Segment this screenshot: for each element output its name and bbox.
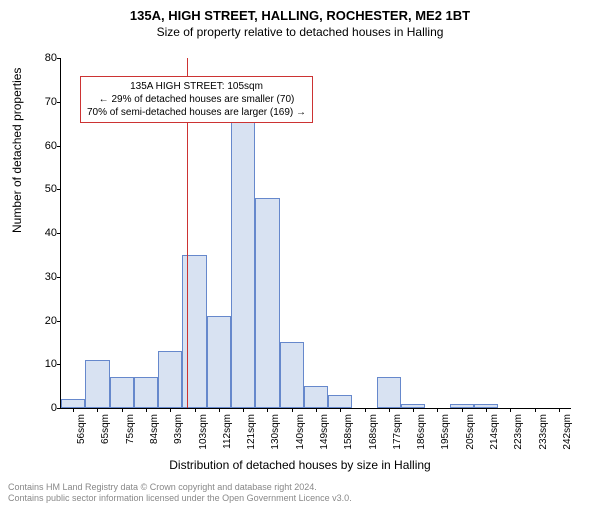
x-tick-label: 195sqm	[440, 414, 451, 450]
x-tick-label: 177sqm	[392, 414, 403, 450]
y-tick-mark	[57, 408, 61, 409]
x-axis-label: Distribution of detached houses by size …	[0, 458, 600, 472]
x-tick-label: 223sqm	[513, 414, 524, 450]
x-tick-mark	[365, 408, 366, 412]
x-tick-mark	[219, 408, 220, 412]
x-tick-mark	[292, 408, 293, 412]
y-tick-mark	[57, 364, 61, 365]
y-tick-mark	[57, 321, 61, 322]
x-tick-label: 168sqm	[368, 414, 379, 450]
x-tick-label: 242sqm	[562, 414, 573, 450]
x-tick-mark	[243, 408, 244, 412]
x-tick-label: 112sqm	[222, 414, 233, 449]
x-tick-label: 130sqm	[270, 414, 281, 450]
annotation-box: 135A HIGH STREET: 105sqm ← 29% of detach…	[80, 76, 313, 123]
y-tick-label: 20	[29, 315, 57, 327]
y-tick-mark	[57, 58, 61, 59]
x-tick-mark	[535, 408, 536, 412]
x-tick-mark	[170, 408, 171, 412]
x-tick-label: 121sqm	[246, 414, 257, 450]
x-tick-label: 205sqm	[465, 414, 476, 450]
footer-line-1: Contains HM Land Registry data © Crown c…	[8, 482, 352, 493]
y-tick-mark	[57, 189, 61, 190]
y-tick-mark	[57, 277, 61, 278]
chart-area: 0102030405060708056sqm65sqm75sqm84sqm93s…	[60, 58, 570, 408]
x-tick-mark	[559, 408, 560, 412]
x-tick-label: 214sqm	[489, 414, 500, 450]
annotation-line-3: 70% of semi-detached houses are larger (…	[87, 106, 306, 119]
x-tick-label: 149sqm	[319, 414, 330, 450]
x-tick-label: 56sqm	[76, 414, 87, 444]
histogram-bar	[134, 377, 158, 408]
y-tick-mark	[57, 146, 61, 147]
histogram-bar	[182, 255, 206, 408]
x-tick-mark	[122, 408, 123, 412]
histogram-bar	[255, 198, 279, 408]
x-tick-label: 65sqm	[100, 414, 111, 444]
histogram-bar	[85, 360, 109, 408]
histogram-bar	[328, 395, 352, 408]
x-tick-label: 186sqm	[416, 414, 427, 450]
y-tick-mark	[57, 233, 61, 234]
histogram-bar	[377, 377, 401, 408]
y-tick-label: 70	[29, 96, 57, 108]
footer-line-2: Contains public sector information licen…	[8, 493, 352, 504]
x-tick-label: 93sqm	[173, 414, 184, 444]
x-tick-label: 103sqm	[198, 414, 209, 450]
y-axis-label: Number of detached properties	[10, 68, 24, 233]
x-tick-mark	[389, 408, 390, 412]
histogram-bar	[231, 111, 255, 409]
x-tick-mark	[413, 408, 414, 412]
histogram-bar	[110, 377, 134, 408]
histogram-bar	[304, 386, 328, 408]
histogram-bar	[61, 399, 85, 408]
histogram-bar	[280, 342, 304, 408]
x-tick-label: 158sqm	[343, 414, 354, 450]
y-tick-label: 30	[29, 271, 57, 283]
x-tick-mark	[97, 408, 98, 412]
x-tick-mark	[340, 408, 341, 412]
x-tick-label: 84sqm	[149, 414, 160, 444]
x-tick-label: 140sqm	[295, 414, 306, 450]
x-tick-mark	[73, 408, 74, 412]
x-tick-mark	[316, 408, 317, 412]
y-tick-label: 80	[29, 52, 57, 64]
y-tick-mark	[57, 102, 61, 103]
annotation-line-2: ← 29% of detached houses are smaller (70…	[87, 93, 306, 106]
y-tick-label: 0	[29, 402, 57, 414]
chart-title-main: 135A, HIGH STREET, HALLING, ROCHESTER, M…	[0, 8, 600, 23]
y-tick-label: 40	[29, 227, 57, 239]
x-tick-mark	[195, 408, 196, 412]
x-tick-mark	[146, 408, 147, 412]
annotation-line-1: 135A HIGH STREET: 105sqm	[87, 80, 306, 93]
x-tick-mark	[437, 408, 438, 412]
x-tick-mark	[510, 408, 511, 412]
x-tick-mark	[267, 408, 268, 412]
histogram-bar	[158, 351, 182, 408]
y-tick-label: 50	[29, 183, 57, 195]
footer-attribution: Contains HM Land Registry data © Crown c…	[8, 482, 352, 504]
x-tick-label: 75sqm	[125, 414, 136, 444]
chart-title-sub: Size of property relative to detached ho…	[0, 25, 600, 39]
histogram-bar	[207, 316, 231, 408]
y-tick-label: 60	[29, 140, 57, 152]
x-tick-label: 233sqm	[538, 414, 549, 450]
x-tick-mark	[486, 408, 487, 412]
x-tick-mark	[462, 408, 463, 412]
y-tick-label: 10	[29, 358, 57, 370]
